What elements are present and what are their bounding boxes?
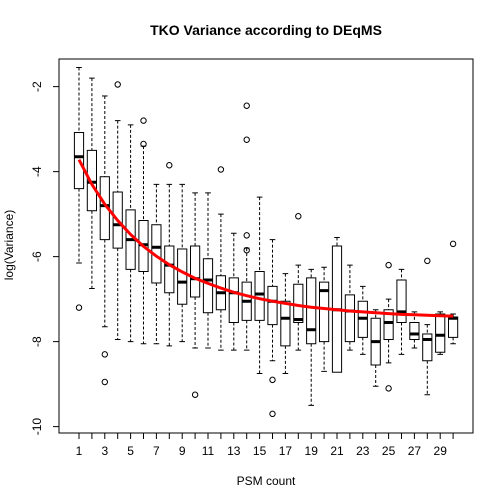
outlier-point [269, 410, 276, 418]
box-group [241, 102, 252, 351]
y-tick-label: -10 [30, 418, 44, 436]
x-tick-label: 3 [101, 444, 108, 458]
box [409, 322, 420, 340]
box-group [86, 77, 98, 289]
x-tick-label: 19 [305, 444, 319, 458]
box [177, 248, 188, 305]
x-axis-label: PSM count [237, 474, 296, 488]
box-group [215, 166, 227, 351]
box-group [202, 192, 214, 349]
x-tick-label: 13 [227, 444, 241, 458]
box-group [435, 311, 446, 355]
x-tick-label: 29 [434, 444, 448, 458]
box [435, 313, 446, 353]
outlier-point [114, 81, 121, 88]
chart-title: TKO Variance according to DEqMS [150, 22, 382, 38]
outlier-point [101, 351, 109, 358]
box-group [254, 196, 265, 374]
x-tick-label: 25 [382, 444, 396, 458]
x-tick-label: 7 [153, 444, 160, 458]
box [254, 271, 265, 321]
y-tick-label: -6 [30, 251, 44, 262]
box-group [357, 285, 368, 355]
box-group [331, 237, 343, 373]
outlier-point [140, 117, 147, 124]
box-group [280, 273, 291, 374]
box [228, 277, 239, 323]
outlier-point [385, 261, 392, 269]
x-tick-label: 9 [179, 444, 186, 458]
x-tick-label: 17 [279, 444, 293, 458]
outlier-point [243, 232, 250, 239]
outlier-point [217, 166, 225, 173]
box [396, 279, 407, 323]
box-group [190, 192, 201, 398]
box-group [370, 309, 381, 387]
x-tick-label: 11 [202, 444, 215, 458]
box-group [177, 183, 188, 343]
y-axis: -10 -8 -6 -4 -2 [30, 81, 59, 435]
box-group [319, 266, 330, 372]
outlier-point [101, 378, 109, 386]
box [293, 283, 304, 323]
x-tick-label: 27 [408, 444, 422, 458]
outlier-point [243, 102, 250, 109]
outlier-point [140, 140, 147, 148]
box [383, 309, 394, 340]
outlier-point [166, 162, 173, 169]
y-tick-label: -4 [30, 166, 44, 177]
box-group [422, 257, 433, 396]
outlier-point [295, 213, 302, 220]
x-tick-label: 5 [127, 444, 134, 458]
y-tick-label: -2 [30, 81, 44, 92]
outlier-point [243, 247, 250, 254]
box [86, 149, 98, 212]
box-group [383, 261, 394, 392]
outlier-point [191, 391, 199, 398]
trend-line [77, 159, 454, 318]
box [448, 316, 459, 338]
box [422, 333, 433, 362]
box [306, 277, 317, 345]
box-group [151, 183, 162, 345]
box [280, 300, 291, 347]
x-tick-label: 21 [330, 444, 344, 458]
box [319, 281, 330, 343]
outlier-point [385, 385, 392, 392]
outlier-point [424, 257, 431, 265]
box [267, 285, 278, 326]
box-group [306, 268, 317, 406]
x-tick-label: 23 [356, 444, 370, 458]
y-tick-label: -8 [30, 336, 44, 347]
box [190, 245, 201, 298]
outlier-point [75, 304, 83, 311]
plot-frame [58, 58, 474, 434]
box [164, 245, 175, 294]
box [344, 294, 355, 343]
box-group [293, 213, 304, 351]
x-tick-label: 15 [253, 444, 267, 458]
outlier-point [449, 240, 457, 248]
box-group [448, 240, 459, 345]
y-axis-label: log(Variance) [2, 210, 16, 280]
outlier-point [243, 136, 250, 143]
x-tick-label: 1 [76, 444, 83, 458]
box-group [396, 268, 407, 355]
outlier-point [269, 376, 276, 384]
